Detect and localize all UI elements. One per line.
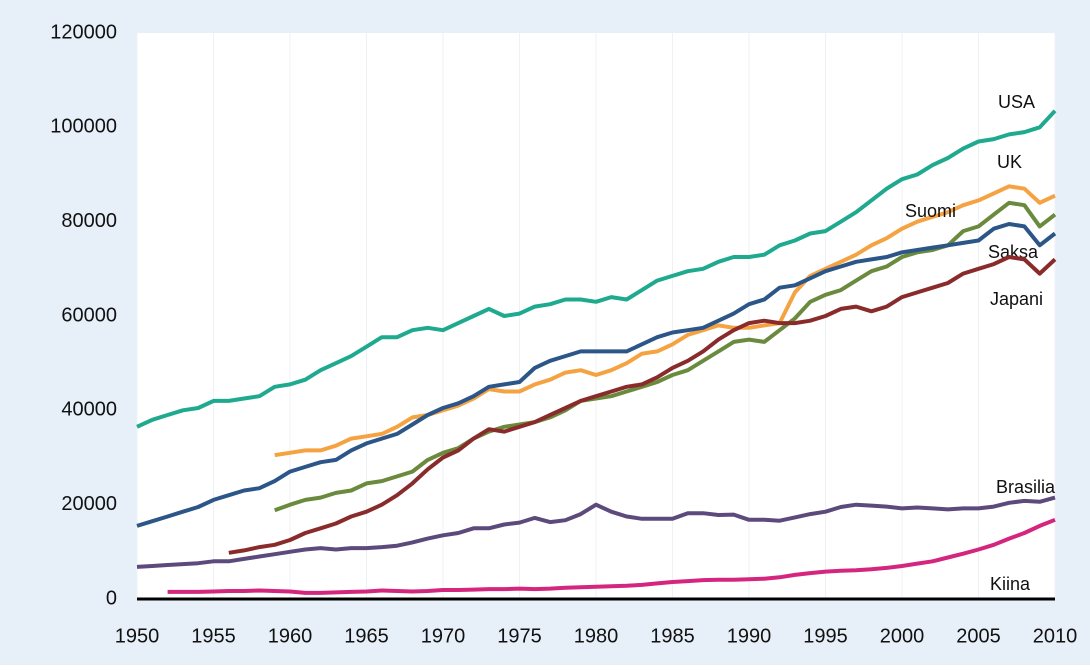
y-tick-label: 40000 (61, 399, 117, 421)
x-tick-label: 2010 (1033, 625, 1078, 647)
x-tick-label: 1995 (803, 625, 848, 647)
x-tick-label: 1980 (574, 625, 619, 647)
series-label: Brasilia (996, 477, 1056, 497)
series-label: UK (997, 152, 1022, 172)
x-tick-label: 1950 (115, 625, 160, 647)
series-line (136, 495, 1056, 569)
x-tick-label: 1955 (191, 625, 236, 647)
series-line (228, 255, 1057, 555)
series-label: Suomi (905, 201, 956, 221)
series-label: Japani (990, 289, 1043, 309)
y-tick-label: 120000 (50, 21, 117, 43)
series-line (136, 109, 1057, 429)
y-tick-label: 60000 (61, 304, 117, 326)
series-label: Kiina (990, 574, 1031, 594)
series-label: Saksa (988, 242, 1039, 262)
x-tick-label: 2000 (880, 625, 925, 647)
y-tick-label: 100000 (50, 116, 117, 138)
x-tick-label: 1985 (650, 625, 695, 647)
x-tick-label: 1965 (344, 625, 389, 647)
series-line (274, 184, 1056, 458)
series-line (136, 222, 1057, 528)
x-tick-label: 1960 (268, 625, 313, 647)
x-tick-label: 1970 (421, 625, 466, 647)
series-label: USA (998, 92, 1035, 112)
series-line (274, 200, 1057, 513)
x-tick-label: 1990 (727, 625, 772, 647)
x-tick-label: 2005 (956, 625, 1001, 647)
y-tick-label: 0 (106, 587, 117, 609)
y-tick-label: 20000 (61, 493, 117, 515)
y-tick-label: 80000 (61, 210, 117, 232)
series-line (167, 517, 1056, 595)
x-tick-label: 1975 (497, 625, 542, 647)
